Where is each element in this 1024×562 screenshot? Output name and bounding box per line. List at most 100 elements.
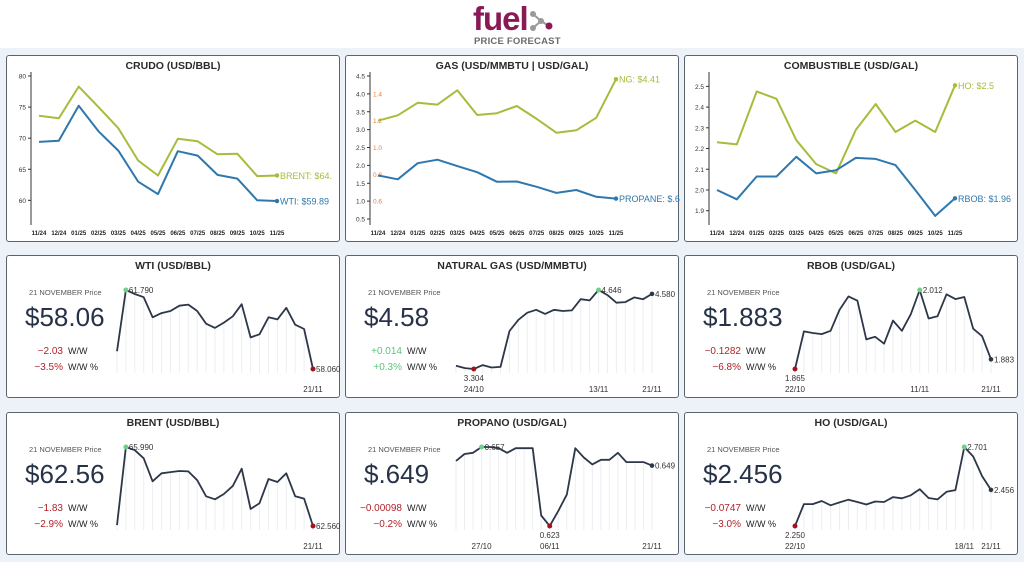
rbob-sparkline: 2.012 1.865 1.883 22/10 11/11 21/11 — [785, 286, 1015, 394]
secondary-y-tick-label: 1.4 — [373, 91, 382, 98]
weekly-change-unit: W/W — [407, 503, 427, 513]
x-tick-label: 11/24 — [710, 231, 725, 237]
low-marker — [471, 366, 477, 372]
series-end-point — [952, 83, 958, 88]
high-label: 0.657 — [485, 443, 506, 452]
x-date-label: 21/11 — [981, 385, 1001, 394]
price-date-label: 21 NOVEMBER Price — [368, 288, 441, 297]
high-label: 61.790 — [129, 286, 154, 295]
kpi-card-ho: HO (USD/GAL) 21 NOVEMBER Price $2.456 −0.07… — [684, 412, 1018, 555]
y-tick-label: 1.5 — [356, 181, 365, 188]
current-price: $1.883 — [703, 302, 783, 332]
card-title: BRENT (USD/BBL) — [126, 417, 220, 429]
high-marker — [479, 444, 485, 450]
last-label: 1.883 — [994, 355, 1015, 364]
y-tick-label: 1.9 — [695, 208, 704, 215]
x-tick-label: 09/25 — [569, 231, 585, 237]
x-tick-label: 11/24 — [32, 231, 47, 237]
series-end-label: HO: $2.5 — [958, 81, 994, 91]
x-tick-label: 02/25 — [91, 231, 107, 237]
series-end-point — [274, 173, 280, 178]
kpi-card-natural-gas: NATURAL GAS (USD/MMBTU) 21 NOVEMBER Price… — [345, 255, 679, 398]
series-line-ng — [377, 78, 617, 134]
weekly-change-pct-value: −2.9% — [34, 519, 63, 530]
x-date-label: 06/11 — [540, 542, 560, 551]
price-line — [794, 289, 992, 370]
logo-molecule-icon — [530, 11, 553, 31]
weekly-change: −0.1282 W/W — [705, 346, 782, 357]
x-tick-label: 06/25 — [509, 231, 525, 237]
x-tick-label: 04/25 — [131, 231, 147, 237]
y-tick-label: 4.5 — [356, 74, 365, 81]
price-line — [116, 446, 314, 527]
x-date-label: 22/10 — [785, 542, 806, 551]
x-date-label: 21/11 — [642, 385, 662, 394]
series-line-rbob — [716, 155, 956, 217]
weekly-change-unit: W/W — [407, 346, 427, 356]
weekly-change-pct-unit: W/W % — [746, 519, 776, 529]
weekly-change-pct: −0.2% W/W % — [373, 519, 443, 530]
price-date-label: 21 NOVEMBER Price — [707, 288, 780, 297]
weekly-change-pct-value: −3.5% — [34, 362, 63, 373]
weekly-change: −2.03 W/W — [38, 346, 104, 357]
low-label: 58.060 — [316, 365, 341, 374]
y-tick-label: 3.5 — [356, 109, 365, 116]
low-marker — [310, 523, 316, 529]
kpi-card-brent: BRENT (USD/BBL) 21 NOVEMBER Price $62.56 −1… — [6, 412, 341, 555]
chart-card-combustible: COMBUSTIBLE (USD/GAL) 1.9 2.0 2.1 2.2 2.3 2.4… — [684, 55, 1018, 242]
weekly-change-unit: W/W — [746, 503, 766, 513]
low-marker — [310, 366, 316, 372]
header: fuel PRICE FORECAST — [0, 0, 1024, 48]
weekly-change: −0.00098 W/W — [360, 503, 443, 514]
ho-sparkline: 2.701 2.250 2.456 22/10 18/11 21/11 — [785, 443, 1015, 551]
chart-card-gas: GAS (USD/MMBTU | USD/GAL) 0.5 1.0 1.5 2.0 2.… — [345, 55, 680, 242]
current-price: $58.06 — [25, 302, 105, 332]
x-tick-label: 07/25 — [868, 231, 884, 237]
high-marker — [961, 444, 967, 450]
chart-card-crudo: CRUDO (USD/BBL) 60 65 70 75 80 11/24 12/24 01/2… — [6, 55, 340, 242]
weekly-change-pct-unit: W/W % — [407, 519, 437, 529]
high-marker — [596, 287, 602, 293]
x-date-label: 21/11 — [303, 385, 323, 394]
price-line — [455, 446, 653, 527]
x-tick-label: 05/25 — [150, 231, 166, 237]
weekly-change-pct-value: +0.3% — [373, 362, 402, 373]
series-line-wti — [38, 104, 278, 202]
card-title: PROPANO (USD/GAL) — [457, 417, 567, 429]
x-date-label: 18/11 — [955, 542, 975, 551]
x-tick-label: 07/25 — [529, 231, 545, 237]
x-tick-label: 01/25 — [749, 231, 765, 237]
series-line-propane — [377, 158, 617, 200]
high-label: 2.012 — [923, 286, 944, 295]
x-tick-label: 09/25 — [230, 231, 246, 237]
card-title: RBOB (USD/GAL) — [806, 260, 896, 272]
last-label: 2.456 — [994, 486, 1015, 495]
weekly-change-pct-unit: W/W % — [68, 362, 98, 372]
y-tick-label: 60 — [19, 198, 27, 205]
y-tick-label: 4.0 — [356, 91, 365, 98]
x-tick-label: 04/25 — [470, 231, 486, 237]
x-date-label: 22/10 — [785, 385, 806, 394]
price-date-label: 21 NOVEMBER Price — [29, 445, 102, 454]
x-date-label: 21/11 — [303, 542, 323, 551]
x-tick-label: 07/25 — [190, 231, 206, 237]
logo-wordmark: fuel — [473, 0, 529, 37]
x-tick-label: 11/24 — [371, 231, 386, 237]
weekly-change-pct: −3.5% W/W % — [34, 362, 104, 373]
x-tick-label: 12/24 — [51, 231, 67, 237]
high-label: 65.990 — [129, 443, 154, 452]
y-tick-label: 1.0 — [356, 199, 365, 206]
x-tick-label: 01/25 — [71, 231, 87, 237]
weekly-change-pct: +0.3% W/W % — [373, 362, 443, 373]
series-line-ho — [716, 84, 956, 175]
secondary-y-tick-label: 1.0 — [373, 145, 382, 152]
high-marker — [123, 287, 129, 293]
high-marker — [123, 444, 129, 450]
weekly-change-pct-value: −6.8% — [712, 362, 741, 373]
card-title: NATURAL GAS (USD/MMBTU) — [437, 260, 587, 272]
series-line-brent — [38, 85, 278, 178]
x-date-label: 27/10 — [472, 542, 493, 551]
x-tick-label: 06/25 — [170, 231, 186, 237]
weekly-change-pct-value: −0.2% — [373, 519, 402, 530]
price-line — [794, 446, 992, 527]
